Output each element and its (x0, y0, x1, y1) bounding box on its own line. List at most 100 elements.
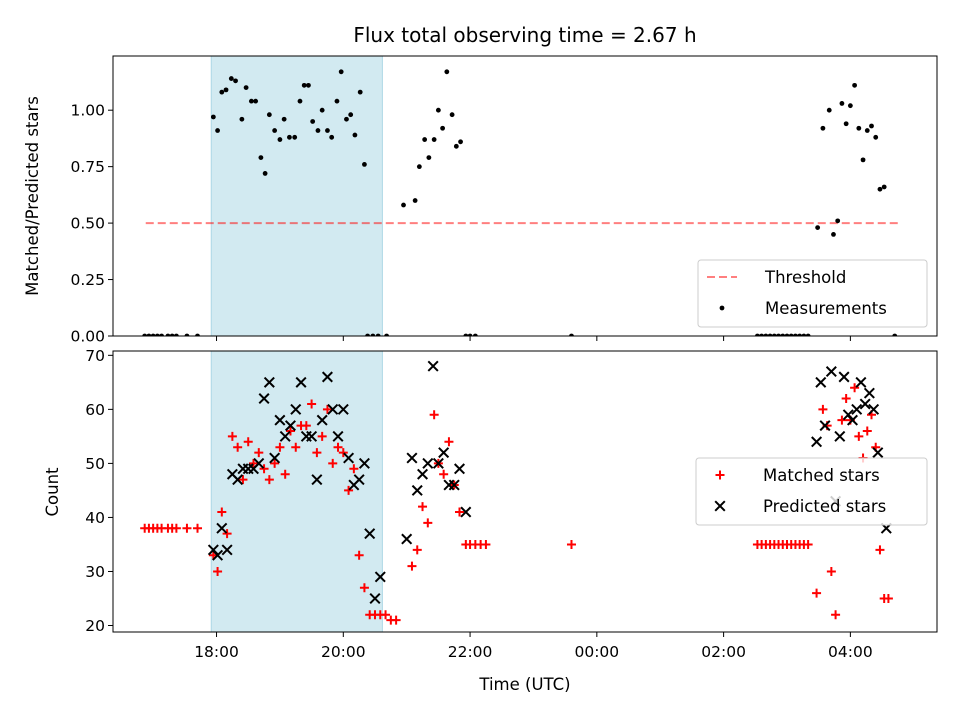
measurement-point (223, 87, 229, 93)
matched-star-point (328, 458, 338, 468)
measurement-point (352, 132, 358, 138)
matched-star-point (275, 442, 285, 452)
y-tick-label: 20 (85, 617, 105, 635)
matched-star-point (227, 431, 237, 441)
matched-star-point (280, 469, 290, 479)
matched-star-point (307, 399, 317, 409)
measurement-point (329, 134, 335, 140)
predicted-star-point (364, 528, 376, 540)
count-panel: 20 30 40 50 60 70 18:00 20:00 22:00 00:00 02:00 04:… (85, 347, 938, 661)
matched-star-point (850, 383, 860, 393)
measurement-point (319, 107, 325, 113)
measurement-point (233, 78, 238, 84)
matched-star-point (354, 550, 364, 560)
measurement-point (195, 333, 200, 336)
measurement-point (826, 107, 832, 113)
measurement-point (154, 333, 160, 336)
measurement-point (292, 134, 298, 140)
measurement-point (266, 112, 272, 118)
legend-entry-label: Measurements (765, 299, 887, 318)
matched-star-point (381, 610, 391, 620)
matched-star-point (423, 518, 433, 528)
matched-star-point (883, 593, 893, 603)
measurement-point (146, 333, 152, 336)
matched-star-point (312, 448, 322, 458)
predicted-star-point (232, 474, 244, 486)
predicted-star-point (815, 376, 827, 388)
measurement-point (839, 101, 845, 106)
matched-star-point (439, 469, 449, 479)
measurement-point (426, 155, 432, 161)
matched-star-point (854, 431, 864, 441)
measurement-point (793, 333, 798, 336)
predicted-star-point (819, 420, 831, 432)
matched-star-point (444, 437, 454, 447)
legend-entry-label: Threshold (764, 268, 846, 287)
matched-star-point (412, 545, 422, 555)
matched-star-point (344, 485, 354, 495)
measurement-point (892, 333, 898, 336)
predicted-star-point (358, 457, 370, 469)
legend-box (697, 259, 928, 328)
predicted-star-point (263, 376, 275, 388)
predicted-star-point (212, 549, 224, 561)
measurement-point (856, 125, 862, 131)
y-tick-label: 0.25 (70, 271, 105, 289)
matched-star-point (322, 404, 332, 414)
measurement-point (370, 333, 376, 336)
y-tick-label: 70 (85, 347, 105, 365)
measurement-point (449, 112, 455, 118)
measurement-point (281, 116, 287, 122)
measurement-point (801, 333, 807, 336)
measurement-point (243, 85, 249, 91)
measurement-point (173, 333, 179, 336)
matched-star-point (259, 464, 269, 474)
measurement-point (435, 107, 441, 113)
legend: Threshold Measurements (697, 259, 928, 328)
observing-window-span (210, 350, 383, 633)
measurement-point (219, 89, 225, 95)
measurement-point (453, 143, 459, 149)
x-tick-label: 02:00 (701, 643, 746, 661)
predicted-star-point (258, 393, 270, 405)
measurement-point (831, 231, 836, 237)
measurement-point (210, 114, 216, 120)
measurement-point (881, 184, 887, 190)
measurement-point (315, 128, 321, 133)
matched-star-point (217, 507, 227, 517)
predicted-star-point (838, 371, 850, 383)
measurement-point (272, 128, 278, 133)
measurement-point (763, 333, 769, 336)
predicted-star-point (306, 430, 318, 442)
y-axis-label-top: Matched/Predicted stars (23, 96, 42, 296)
predicted-star-point (369, 592, 381, 605)
y-tick-label: 60 (85, 401, 105, 419)
matched-star-point (249, 458, 259, 468)
matched-star-point (837, 415, 847, 425)
axes-frame (112, 55, 938, 337)
matched-star-point (171, 523, 181, 533)
matched-star-point (213, 566, 223, 576)
matched-star-point (301, 421, 311, 431)
predicted-star-point (859, 398, 871, 410)
predicted-star-point (274, 414, 286, 426)
y-tick-label: 1.00 (70, 102, 105, 120)
measurement-point (780, 333, 786, 336)
predicted-star-point (453, 463, 466, 475)
measurement-point (357, 89, 363, 95)
matched-star-point (182, 523, 192, 533)
measurement-point (440, 125, 445, 131)
y-tick-label: 30 (85, 563, 105, 581)
measurement-point (815, 225, 821, 231)
matched-star-point (270, 458, 280, 468)
ratio-panel: 0.00 0.25 0.50 0.75 1.00 Threshold Measurement… (70, 55, 938, 346)
y-tick-label: 40 (85, 509, 105, 527)
measurement-point (277, 137, 283, 142)
matched-star-point (193, 523, 203, 533)
measurement-point (287, 134, 292, 140)
predicted-star-point (290, 403, 302, 415)
measurement-point (258, 155, 264, 161)
predicted-star-point (825, 366, 837, 378)
measurement-point (301, 82, 307, 88)
legend-matched-swatch (715, 470, 725, 480)
